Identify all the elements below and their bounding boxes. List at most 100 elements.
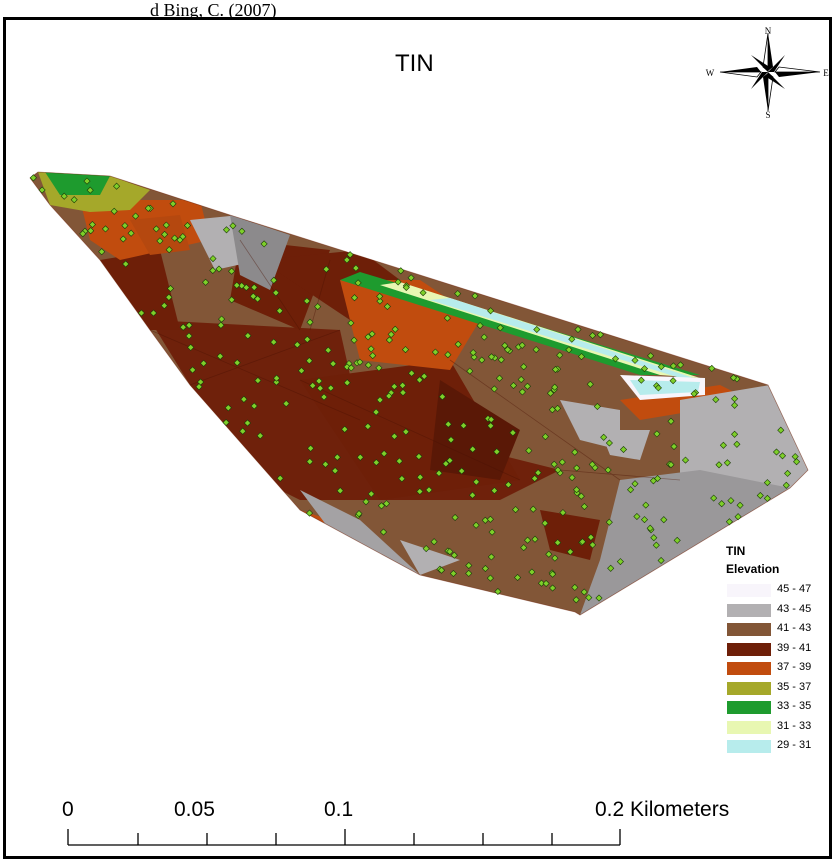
survey-point bbox=[607, 564, 615, 572]
survey-point bbox=[79, 230, 87, 238]
survey-point bbox=[480, 333, 488, 341]
survey-point bbox=[520, 544, 528, 552]
survey-point bbox=[509, 429, 517, 437]
survey-point bbox=[394, 278, 402, 286]
legend-label: 33 - 35 bbox=[777, 700, 812, 712]
legend-title: TIN bbox=[726, 544, 746, 558]
survey-point bbox=[372, 408, 380, 416]
survey-point bbox=[487, 553, 495, 561]
survey-point bbox=[450, 551, 458, 559]
survey-point bbox=[725, 518, 733, 526]
legend-swatch bbox=[727, 584, 771, 597]
header-text: d Bing, C. (2007) bbox=[150, 0, 277, 20]
survey-point bbox=[29, 174, 37, 182]
survey-point bbox=[343, 379, 351, 387]
survey-point bbox=[782, 481, 790, 489]
survey-point bbox=[646, 524, 654, 532]
compass-s: S bbox=[765, 110, 770, 120]
survey-point bbox=[501, 341, 509, 350]
legend-swatch bbox=[727, 642, 771, 656]
survey-point bbox=[176, 236, 184, 244]
survey-point bbox=[568, 474, 576, 482]
survey-point bbox=[383, 302, 391, 311]
survey-point bbox=[431, 348, 439, 356]
survey-point bbox=[541, 433, 549, 441]
survey-point bbox=[605, 439, 613, 447]
survey-point bbox=[534, 469, 542, 477]
survey-point bbox=[554, 466, 562, 474]
survey-point bbox=[673, 536, 681, 544]
survey-point bbox=[589, 541, 597, 549]
survey-point bbox=[791, 453, 799, 461]
survey-point bbox=[390, 432, 398, 440]
survey-point bbox=[449, 569, 457, 578]
survey-point bbox=[470, 353, 478, 361]
survey-point bbox=[572, 596, 580, 604]
survey-point bbox=[228, 296, 236, 304]
legend-label: 43 - 45 bbox=[777, 602, 812, 615]
survey-point bbox=[586, 380, 594, 388]
survey-point bbox=[529, 505, 537, 513]
survey-point bbox=[554, 539, 562, 547]
survey-point bbox=[185, 321, 193, 329]
survey-point bbox=[397, 267, 405, 275]
survey-point bbox=[379, 528, 388, 536]
survey-point bbox=[160, 302, 168, 310]
legend-swatch bbox=[727, 720, 771, 734]
survey-point bbox=[316, 384, 324, 392]
survey-point bbox=[731, 401, 739, 409]
survey-point bbox=[401, 346, 410, 354]
legend-swatch bbox=[727, 623, 771, 636]
survey-point bbox=[763, 494, 771, 502]
survey-point bbox=[528, 568, 536, 576]
survey-point bbox=[731, 395, 739, 403]
survey-point bbox=[306, 458, 314, 466]
legend-label: 37 - 39 bbox=[777, 661, 812, 673]
survey-point bbox=[152, 225, 160, 233]
survey-point bbox=[166, 284, 175, 293]
survey-point bbox=[149, 309, 158, 317]
survey-point bbox=[372, 458, 380, 467]
survey-point bbox=[127, 229, 135, 237]
survey-point bbox=[260, 240, 268, 248]
legend-item: 37 - 39 bbox=[726, 659, 826, 677]
survey-point bbox=[719, 441, 727, 449]
survey-point bbox=[556, 351, 564, 359]
survey-point bbox=[88, 220, 96, 229]
survey-point bbox=[179, 323, 187, 331]
survey-point bbox=[712, 396, 720, 404]
survey-point bbox=[202, 278, 210, 286]
survey-point bbox=[402, 283, 410, 292]
survey-point bbox=[87, 227, 95, 235]
survey-point bbox=[504, 481, 512, 489]
survey-point bbox=[568, 335, 576, 343]
survey-point bbox=[657, 363, 665, 371]
survey-point bbox=[327, 384, 335, 392]
survey-point bbox=[86, 186, 94, 194]
survey-point bbox=[451, 513, 459, 522]
legend-label: 29 - 31 bbox=[777, 739, 812, 751]
survey-point bbox=[70, 196, 78, 204]
survey-point bbox=[587, 533, 595, 541]
survey-point bbox=[415, 452, 423, 461]
survey-point bbox=[669, 377, 677, 385]
survey-point bbox=[444, 420, 452, 428]
survey-point bbox=[486, 515, 494, 523]
legend-item: 33 - 35 bbox=[726, 698, 826, 716]
survey-point bbox=[517, 375, 525, 384]
survey-point bbox=[763, 479, 771, 487]
survey-point bbox=[604, 466, 612, 474]
survey-point bbox=[399, 389, 407, 397]
survey-point bbox=[364, 361, 372, 369]
survey-point bbox=[715, 461, 723, 469]
survey-point bbox=[571, 448, 579, 456]
survey-point bbox=[595, 594, 603, 602]
survey-point bbox=[364, 422, 372, 430]
survey-point bbox=[520, 363, 528, 371]
legend-swatch bbox=[727, 603, 771, 617]
compass-n: N bbox=[765, 26, 772, 36]
survey-point bbox=[422, 545, 430, 553]
survey-point bbox=[322, 265, 330, 273]
survey-point bbox=[395, 457, 403, 465]
